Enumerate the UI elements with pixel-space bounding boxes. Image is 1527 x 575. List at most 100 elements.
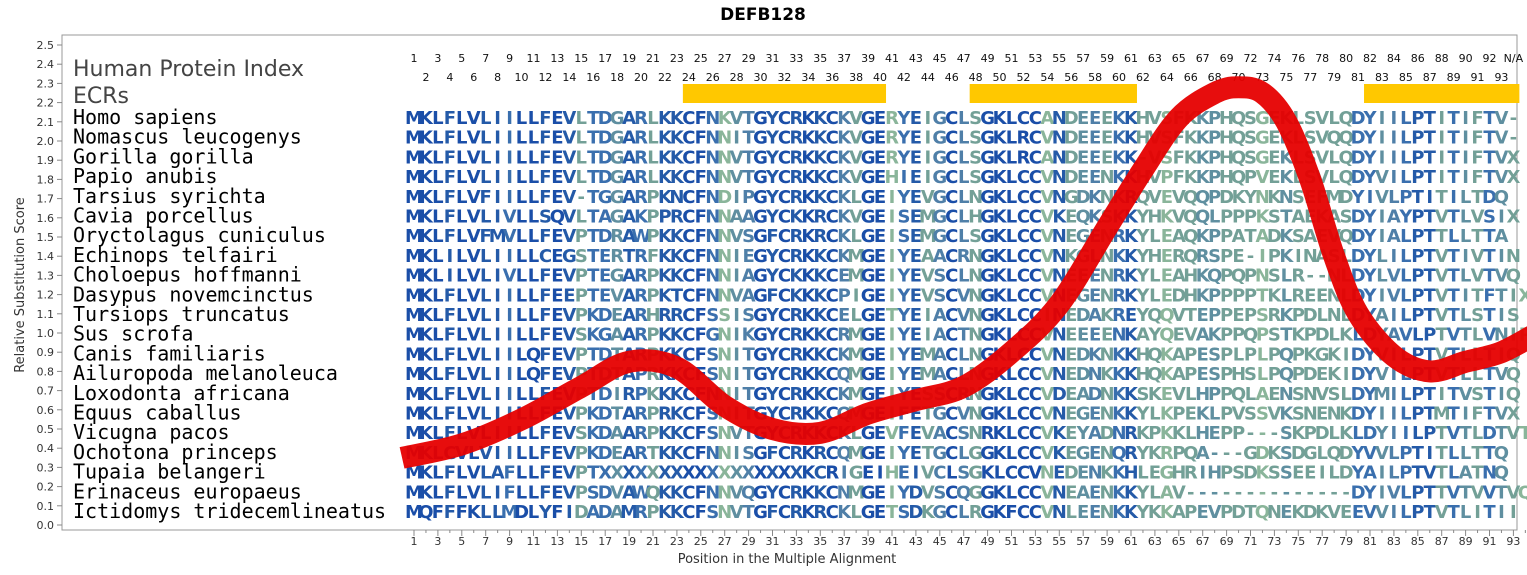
residue: V bbox=[562, 443, 576, 464]
top-tick-label: 24 bbox=[682, 71, 696, 84]
residue: N bbox=[717, 364, 732, 385]
top-tick-label: 64 bbox=[1160, 71, 1174, 84]
y-tick-label: 1.8 bbox=[37, 173, 55, 186]
residue: L bbox=[1149, 266, 1160, 287]
residue: K bbox=[1196, 128, 1211, 149]
residue: D bbox=[1351, 246, 1366, 267]
residue: L bbox=[1137, 463, 1148, 484]
residue: A bbox=[1291, 207, 1305, 228]
residue: - bbox=[1307, 482, 1314, 503]
residue: H bbox=[1219, 167, 1234, 188]
residue: Y bbox=[896, 108, 911, 129]
residue: N bbox=[1100, 482, 1115, 503]
residue: K bbox=[670, 246, 685, 267]
residue: H bbox=[1219, 147, 1234, 168]
residue: N bbox=[705, 266, 720, 287]
residue: C bbox=[1029, 207, 1042, 228]
species-name: Equus caballus bbox=[73, 401, 242, 425]
top-tick-label: 28 bbox=[730, 71, 744, 84]
residue: Q bbox=[1147, 364, 1162, 385]
residue: K bbox=[586, 404, 601, 425]
residue: S bbox=[718, 305, 731, 326]
residue: V bbox=[1040, 384, 1054, 405]
residue: G bbox=[932, 108, 947, 129]
residue: G bbox=[968, 482, 983, 503]
residue: W bbox=[631, 226, 651, 247]
residue: Q bbox=[1279, 364, 1294, 385]
residue: L bbox=[1328, 463, 1339, 484]
residue: L bbox=[432, 207, 443, 228]
residue: R bbox=[789, 344, 803, 365]
residue: P bbox=[646, 266, 659, 287]
residue: P bbox=[1411, 266, 1424, 287]
residue: N bbox=[1279, 384, 1294, 405]
residue: N bbox=[1052, 128, 1067, 149]
residue: E bbox=[874, 443, 886, 464]
residue: Y bbox=[896, 482, 911, 503]
residue: G bbox=[861, 147, 876, 168]
residue: S bbox=[933, 266, 946, 287]
residue: L bbox=[1006, 305, 1017, 326]
residue: X bbox=[682, 463, 696, 484]
residue: T bbox=[1471, 463, 1484, 484]
residue: I bbox=[494, 147, 501, 168]
residue: L bbox=[432, 404, 443, 425]
residue: P bbox=[1220, 404, 1233, 425]
residue: K bbox=[670, 108, 685, 129]
residue: Y bbox=[765, 167, 780, 188]
residue: C bbox=[1017, 443, 1030, 464]
residue: I bbox=[494, 443, 501, 464]
residue: N bbox=[1100, 167, 1115, 188]
residue: L bbox=[850, 226, 861, 247]
residue: A bbox=[1196, 325, 1210, 346]
x-tick-label: 23 bbox=[670, 535, 684, 548]
x-tick-label: 11 bbox=[527, 535, 541, 548]
residue: K bbox=[801, 344, 816, 365]
residue: K bbox=[1291, 502, 1306, 523]
residue: G bbox=[980, 502, 995, 523]
residue: I bbox=[1498, 502, 1505, 523]
top-tick-label: 16 bbox=[586, 71, 600, 84]
x-tick-label: 83 bbox=[1387, 535, 1401, 548]
residue: I bbox=[506, 344, 513, 365]
residue: S bbox=[1232, 463, 1245, 484]
residue: E bbox=[551, 443, 563, 464]
residue: R bbox=[885, 108, 899, 129]
residue: V bbox=[467, 463, 481, 484]
residue: - bbox=[1510, 128, 1517, 149]
residue: T bbox=[1436, 187, 1449, 208]
residue: K bbox=[1255, 463, 1270, 484]
top-tick-label: 32 bbox=[777, 71, 791, 84]
residue: D bbox=[1303, 502, 1318, 523]
residue: M bbox=[405, 423, 423, 444]
residue: T bbox=[1424, 482, 1437, 503]
residue: I bbox=[1438, 167, 1445, 188]
residue: E bbox=[1161, 285, 1173, 306]
residue: C bbox=[945, 423, 958, 444]
residue: S bbox=[1256, 404, 1269, 425]
y-tick-label: 0.9 bbox=[37, 346, 55, 359]
residue: C bbox=[778, 285, 791, 306]
residue: K bbox=[670, 226, 685, 247]
residue: Q bbox=[1506, 384, 1521, 405]
residue: S bbox=[957, 423, 970, 444]
residue: E bbox=[874, 167, 886, 188]
residue: K bbox=[1255, 207, 1270, 228]
residue: S bbox=[1208, 364, 1221, 385]
residue: V bbox=[467, 364, 481, 385]
residue: C bbox=[945, 404, 958, 425]
residue: K bbox=[801, 128, 816, 149]
top-tick-label: 27 bbox=[718, 52, 732, 65]
residue: P bbox=[1411, 384, 1424, 405]
residue: S bbox=[969, 108, 982, 129]
y-tick-label: 2.5 bbox=[37, 39, 55, 52]
x-tick-label: 39 bbox=[861, 535, 875, 548]
residue: K bbox=[813, 246, 828, 267]
residue: M bbox=[405, 305, 423, 326]
residue: V bbox=[1375, 443, 1389, 464]
residue: K bbox=[1136, 423, 1151, 444]
residue: N bbox=[1100, 266, 1115, 287]
residue: E bbox=[910, 128, 922, 149]
residue: K bbox=[993, 423, 1008, 444]
residue: A bbox=[1088, 423, 1102, 444]
